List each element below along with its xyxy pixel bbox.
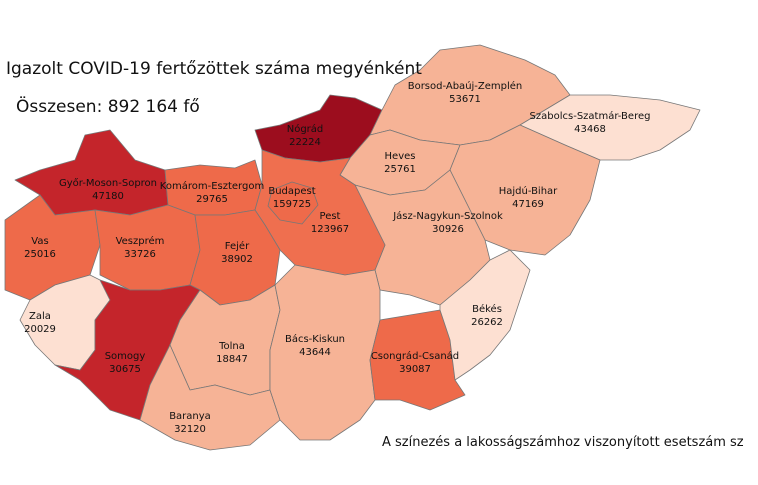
county-value: 29765 [196,194,228,205]
county-name: Budapest [268,186,315,197]
county-name: Pest [320,211,341,222]
county-name: Tolna [218,341,245,352]
county-value: 33726 [124,249,156,260]
county-value: 30675 [109,364,141,375]
regions [4,44,701,451]
county-value: 32120 [174,424,206,435]
county-value: 43468 [574,124,606,135]
note: A színezés a lakosságszámhoz viszonyítot… [382,435,744,450]
county-value: 26262 [471,317,503,328]
county-value: 39087 [399,364,431,375]
county [4,194,101,301]
county-name: Fejér [225,240,250,252]
county [267,181,319,225]
county-name: Somogy [105,351,146,362]
county-name: Jász-Nagykun-Szolnok [392,210,503,222]
county-name: Csongrád-Csanád [371,350,459,362]
county-value: 123967 [311,224,349,235]
county-value: 53671 [449,94,481,105]
county-name: Heves [385,151,416,162]
county-value: 25016 [24,249,56,260]
county-name: Vas [31,236,48,247]
county [439,249,531,381]
county-value: 20029 [24,324,56,335]
county-value: 47169 [512,199,544,210]
county-name: Zala [29,311,51,322]
title: Igazolt COVID-19 fertőzöttek száma megyé… [6,59,422,79]
county-name: Nógrád [287,123,324,135]
county [369,309,466,411]
county-name: Veszprém [116,235,165,247]
county-value: 159725 [273,199,311,210]
county-name: Győr-Moson-Sopron [59,177,157,189]
county-name: Hajdú-Bihar [499,185,558,197]
county-name: Komárom-Esztergom [160,180,264,192]
county-name: Békés [472,303,502,315]
county [94,204,201,291]
county-name: Szabolcs-Szatmár-Bereg [530,110,651,122]
county-value: 22224 [289,137,321,148]
county-value: 43644 [299,347,331,358]
county-value: 30926 [432,224,464,235]
labels: Győr-Moson-Sopron 47180 Komárom-Esztergom 2… [24,80,650,435]
county-value: 38902 [221,254,253,265]
county-name: Bács-Kiskun [285,333,345,345]
county-name: Baranya [169,411,211,422]
county-name: Borsod-Abaúj-Zemplén [408,80,523,92]
total: Összesen: 892 164 fő [16,95,200,117]
county-value: 25761 [384,164,416,175]
county-value: 47180 [92,191,124,202]
county-value: 18847 [216,354,248,365]
